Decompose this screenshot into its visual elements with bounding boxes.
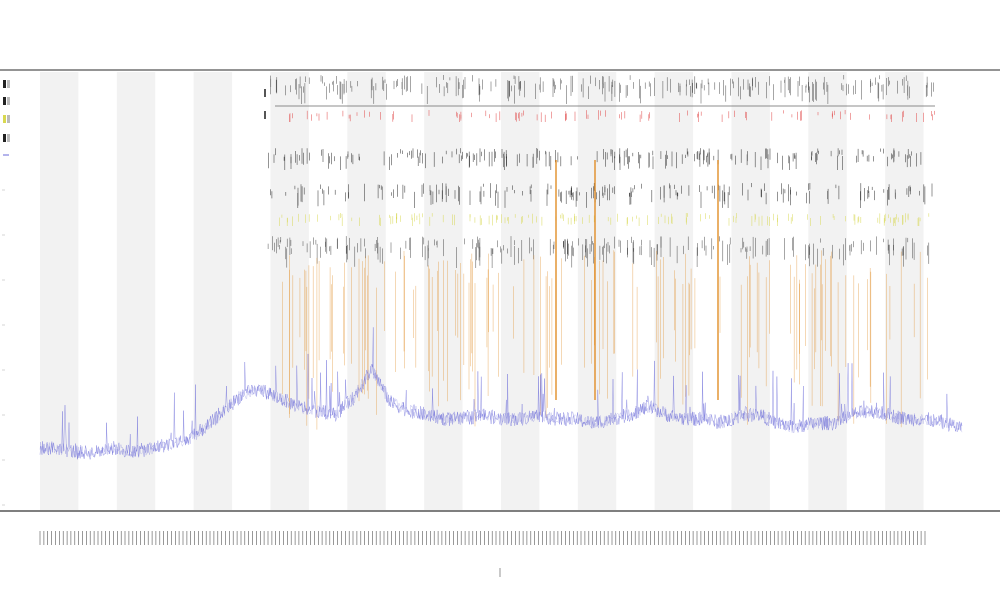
lane-label-mark (264, 89, 266, 97)
time-band (193, 72, 233, 510)
time-band (347, 72, 386, 510)
legend-swatch-2 (3, 97, 6, 105)
time-band (116, 72, 156, 510)
time-band (501, 72, 540, 510)
time-band (885, 72, 924, 510)
legend-swatch-3-text (7, 115, 10, 123)
time-band (577, 72, 617, 510)
time-band (731, 72, 770, 510)
time-band (654, 72, 694, 510)
legend-swatch-1-text (7, 80, 10, 88)
legend-swatch-2-text (7, 97, 10, 105)
series-line (39, 327, 963, 461)
legend-swatch-3 (3, 115, 6, 123)
plot-area (0, 69, 1000, 577)
legend-swatch-1 (3, 80, 6, 88)
lane-label-mark (264, 111, 266, 119)
legend-swatch-4 (3, 134, 6, 142)
time-band (424, 72, 463, 510)
series-line-b (39, 364, 963, 459)
legend (3, 80, 10, 156)
time-band (40, 72, 79, 510)
legend-swatch-4-text (7, 134, 10, 142)
time-band (808, 72, 847, 510)
